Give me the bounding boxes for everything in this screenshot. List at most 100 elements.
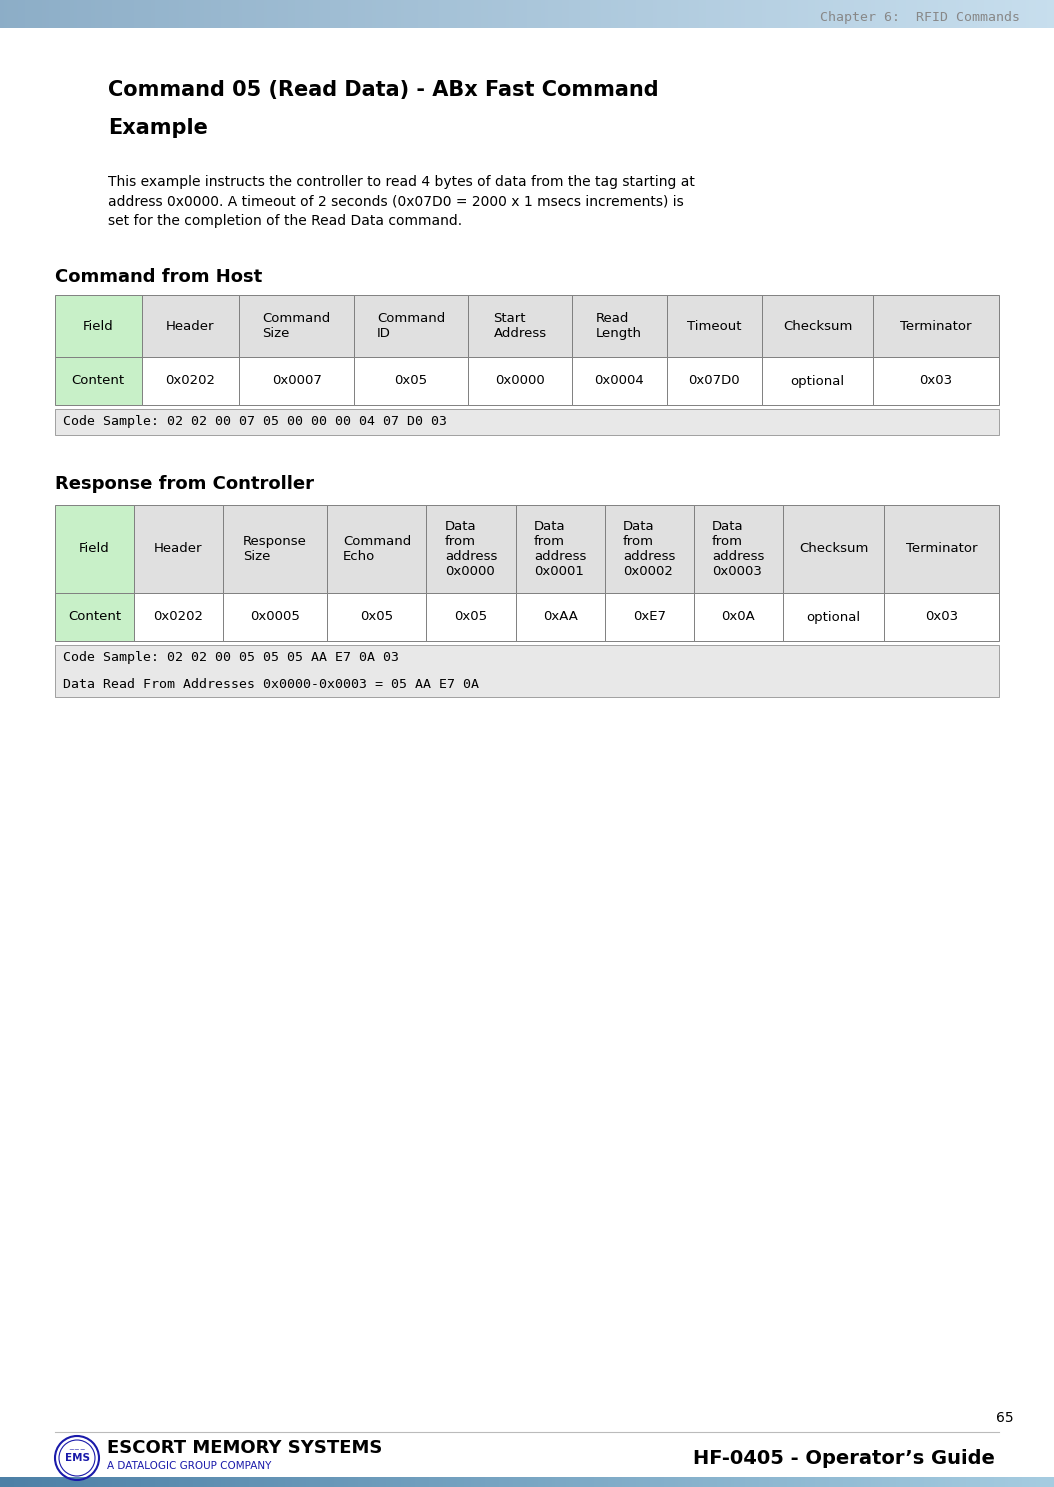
Bar <box>661 0 664 28</box>
Bar <box>482 0 485 28</box>
Bar <box>893 1477 896 1487</box>
Bar <box>450 1477 453 1487</box>
Bar <box>190 0 193 28</box>
Bar <box>358 0 362 28</box>
Bar <box>664 1477 667 1487</box>
Bar <box>113 0 116 28</box>
Bar <box>524 0 527 28</box>
Bar <box>50 0 53 28</box>
Bar <box>583 1477 587 1487</box>
Bar <box>931 0 935 28</box>
Bar <box>815 1477 819 1487</box>
Bar <box>843 0 846 28</box>
Bar <box>221 0 225 28</box>
Bar <box>1047 1477 1051 1487</box>
Bar <box>503 1477 506 1487</box>
Text: Content: Content <box>67 611 121 623</box>
Text: Code Sample: 02 02 00 07 05 00 00 00 04 07 D0 03: Code Sample: 02 02 00 07 05 00 00 00 04 … <box>63 415 447 428</box>
Bar <box>253 1477 256 1487</box>
Text: Field: Field <box>79 543 110 556</box>
Bar <box>717 1477 720 1487</box>
Bar <box>724 0 727 28</box>
Bar <box>404 1477 408 1487</box>
Bar <box>354 357 468 404</box>
Bar <box>945 1477 949 1487</box>
Bar <box>376 1477 379 1487</box>
Text: 0x0A: 0x0A <box>721 611 755 623</box>
Bar <box>605 593 694 641</box>
Bar <box>878 0 882 28</box>
Bar <box>1030 1477 1033 1487</box>
Bar <box>917 1477 920 1487</box>
Bar <box>714 1477 717 1487</box>
Bar <box>42 0 45 28</box>
Bar <box>769 1477 773 1487</box>
Bar <box>629 0 632 28</box>
Bar <box>569 1477 572 1487</box>
Bar <box>418 1477 422 1487</box>
Bar <box>643 0 646 28</box>
Bar <box>538 0 541 28</box>
Bar <box>752 0 756 28</box>
Bar <box>98 0 102 28</box>
Bar <box>477 1477 482 1487</box>
Bar <box>55 593 134 641</box>
Bar <box>440 0 443 28</box>
Bar <box>225 0 229 28</box>
Bar <box>516 1477 520 1487</box>
Bar <box>334 0 337 28</box>
Bar <box>949 1477 952 1487</box>
Bar <box>453 0 456 28</box>
Bar <box>429 0 432 28</box>
Bar <box>467 1477 471 1487</box>
Text: Timeout: Timeout <box>687 320 741 333</box>
Bar <box>172 0 176 28</box>
Bar <box>302 0 306 28</box>
Bar <box>32 1477 35 1487</box>
Bar <box>970 1477 973 1487</box>
Bar <box>587 1477 590 1487</box>
Bar <box>74 1477 77 1487</box>
Bar <box>274 0 277 28</box>
Bar <box>991 0 994 28</box>
Bar <box>123 1477 126 1487</box>
Bar <box>910 1477 914 1487</box>
Bar <box>833 0 836 28</box>
Bar <box>756 1477 759 1487</box>
Bar <box>427 593 515 641</box>
Bar <box>741 0 745 28</box>
Bar <box>882 0 885 28</box>
Bar <box>404 0 408 28</box>
Bar <box>182 1477 187 1487</box>
Bar <box>1033 1477 1036 1487</box>
Bar <box>414 1477 418 1487</box>
Bar <box>264 1477 267 1487</box>
Bar <box>605 506 694 593</box>
Bar <box>889 1477 893 1487</box>
Bar <box>675 0 678 28</box>
Bar <box>604 0 608 28</box>
Bar <box>158 1477 161 1487</box>
Bar <box>527 0 530 28</box>
Bar <box>53 0 56 28</box>
Bar <box>1026 0 1030 28</box>
Bar <box>256 1477 260 1487</box>
Bar <box>643 1477 646 1487</box>
Bar <box>24 1477 28 1487</box>
Bar <box>759 0 762 28</box>
Bar <box>808 0 812 28</box>
Bar <box>319 0 324 28</box>
Bar <box>253 0 256 28</box>
Bar <box>14 0 18 28</box>
Bar <box>571 357 666 404</box>
Bar <box>1040 1477 1043 1487</box>
Bar <box>562 0 566 28</box>
Bar <box>920 0 924 28</box>
Bar <box>383 0 387 28</box>
Bar <box>422 1477 425 1487</box>
Bar <box>1022 1477 1026 1487</box>
Bar <box>425 0 429 28</box>
Text: 0x0000: 0x0000 <box>495 375 545 388</box>
Bar <box>232 1477 235 1487</box>
Bar <box>298 1477 302 1487</box>
